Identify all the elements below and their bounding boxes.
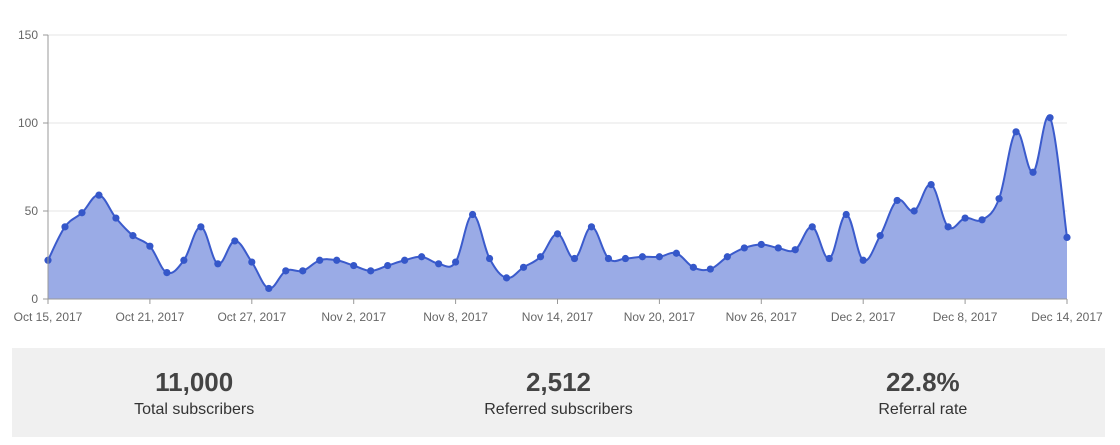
- data-point: [774, 244, 782, 252]
- data-point: [350, 261, 358, 270]
- y-tick-label: 0: [31, 292, 38, 306]
- data-point: [61, 223, 69, 231]
- data-point: [333, 256, 341, 264]
- axes: 0 50 100 150 Oct 15, 2017 Oct 21, 2017 Oct 27,…: [14, 28, 1103, 324]
- x-tick-label: Oct 21, 2017: [116, 310, 185, 324]
- stat-value: 11,000: [155, 366, 234, 397]
- data-point: [808, 223, 816, 231]
- data-point: [876, 232, 884, 240]
- data-point: [757, 240, 765, 249]
- data-point: [604, 254, 613, 263]
- data-point: [587, 223, 596, 231]
- data-point: [95, 191, 103, 199]
- data-point: [248, 258, 256, 266]
- stat-label: Referral rate: [878, 400, 968, 418]
- stat-total-subscribers: 11,000 Total subscribers: [12, 348, 376, 437]
- data-point: [485, 254, 494, 263]
- x-tick-label: Nov 2, 2017: [321, 310, 386, 324]
- stat-value: 22.8%: [885, 366, 960, 397]
- data-point: [519, 263, 528, 271]
- data-point: [316, 256, 324, 264]
- data-point: [112, 214, 120, 222]
- data-point: [621, 254, 630, 263]
- x-tick-label: Dec 14, 2017: [1031, 310, 1103, 324]
- data-point: [553, 230, 562, 238]
- data-point: [706, 265, 714, 273]
- data-point: [129, 232, 137, 240]
- x-tick-label: Nov 26, 2017: [726, 310, 798, 324]
- data-point: [146, 242, 154, 250]
- data-point: [536, 253, 545, 261]
- data-point: [910, 207, 918, 215]
- data-points: [44, 114, 1071, 293]
- data-point: [961, 214, 969, 222]
- data-point: [197, 223, 205, 231]
- stat-label: Total subscribers: [134, 400, 255, 418]
- data-point: [740, 244, 748, 252]
- data-point: [367, 267, 375, 275]
- data-point: [502, 274, 511, 282]
- data-point: [78, 209, 86, 217]
- x-tick-label: Dec 2, 2017: [831, 310, 896, 324]
- stat-value: 2,512: [525, 366, 592, 397]
- data-point: [468, 210, 477, 219]
- stat-referral-rate: 22.8% Referral rate: [741, 348, 1105, 437]
- data-point: [265, 284, 273, 293]
- data-point: [944, 223, 952, 231]
- x-tick-label: Nov 20, 2017: [624, 310, 696, 324]
- data-point: [231, 237, 239, 245]
- data-point: [638, 253, 647, 261]
- data-point: [825, 254, 833, 263]
- data-point: [842, 210, 850, 219]
- stats-panel: 11,000 Total subscribers 2,512 Referred …: [12, 348, 1105, 437]
- data-point: [655, 253, 664, 261]
- data-point: [384, 261, 392, 270]
- data-point: [299, 267, 307, 275]
- data-point: [791, 246, 799, 254]
- grid-lines: [48, 34, 1067, 212]
- data-point: [163, 269, 171, 277]
- data-point: [995, 195, 1003, 203]
- data-point: [418, 253, 426, 261]
- data-point: [1063, 233, 1071, 241]
- data-point: [927, 181, 935, 189]
- data-point: [401, 256, 409, 264]
- data-point: [672, 249, 680, 257]
- data-point: [723, 253, 731, 261]
- x-tick-label: Nov 8, 2017: [423, 310, 488, 324]
- x-tick-label: Oct 27, 2017: [217, 310, 286, 324]
- x-tick-label: Oct 15, 2017: [14, 310, 83, 324]
- data-point: [893, 196, 901, 205]
- data-point: [1046, 114, 1054, 122]
- data-point: [180, 256, 188, 264]
- subscribers-area-chart: 0 50 100 150 Oct 15, 2017 Oct 21, 2017 Oct 27,…: [14, 28, 1103, 324]
- stat-label: Referred subscribers: [484, 400, 633, 418]
- series-area-fill: [48, 116, 1067, 299]
- data-point: [1029, 168, 1037, 176]
- data-point: [282, 267, 290, 275]
- y-tick-label: 150: [18, 28, 38, 42]
- data-point: [452, 258, 460, 266]
- data-point: [978, 216, 986, 224]
- data-point: [214, 260, 222, 268]
- data-point: [1012, 128, 1020, 136]
- y-tick-label: 50: [25, 204, 39, 218]
- x-tick-label: Dec 8, 2017: [933, 310, 998, 324]
- data-point: [435, 260, 443, 268]
- stat-referred-subscribers: 2,512 Referred subscribers: [376, 348, 740, 437]
- data-point: [859, 256, 867, 264]
- y-tick-label: 100: [18, 116, 38, 130]
- data-point: [570, 254, 579, 263]
- x-tick-label: Nov 14, 2017: [522, 310, 594, 324]
- data-point: [689, 263, 697, 271]
